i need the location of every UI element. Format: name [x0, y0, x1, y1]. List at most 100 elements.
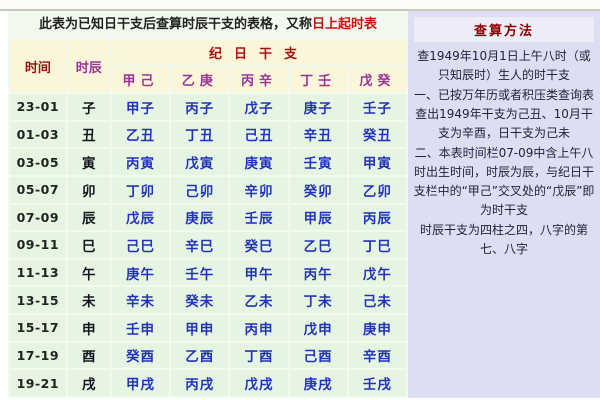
stem-branch-cell: 丙辰 — [348, 204, 406, 231]
header-stem-pair: 乙庚 — [171, 67, 229, 92]
stem-branch-cell: 庚午 — [111, 259, 170, 286]
stem-branch-cell: 庚子 — [289, 94, 347, 120]
stem-branch-cell: 丙子 — [171, 94, 229, 120]
time-cell: 03-05 — [10, 149, 66, 175]
stem-branch-cell: 壬戌 — [348, 370, 406, 396]
table-row: 05-07 卯 丁卯 己卯 辛卯 癸卯 乙卯 — [10, 176, 406, 203]
table-row: 13-15 未 辛未 癸未 乙未 丁未 己未 — [10, 287, 406, 313]
time-cell: 13-15 — [10, 287, 66, 313]
stem-branch-cell: 丙午 — [289, 259, 347, 286]
branch-cell: 巳 — [67, 232, 110, 258]
stem-branch-cell: 甲申 — [171, 315, 229, 341]
stem-branch-cell: 丁未 — [289, 287, 347, 313]
top-page-strip — [0, 0, 600, 11]
branch-cell: 戌 — [67, 370, 110, 396]
header-time: 时间 — [10, 40, 66, 92]
stem-branch-cell: 己未 — [348, 287, 406, 313]
stem-branch-cell: 甲戌 — [111, 370, 170, 396]
stem-branch-cell: 辛未 — [111, 287, 170, 313]
time-cell: 05-07 — [10, 176, 66, 203]
branch-cell: 午 — [67, 259, 110, 286]
stem-branch-cell: 辛卯 — [230, 176, 288, 203]
method-paragraph: 时辰干支为四柱之四，八字的第七、八字 — [419, 223, 588, 256]
stem-branch-cell: 甲寅 — [348, 149, 406, 175]
stem-branch-cell: 己巳 — [111, 232, 170, 258]
table-row: 07-09 辰 戊辰 庚辰 壬辰 甲辰 丙辰 — [10, 204, 406, 231]
branch-cell: 申 — [67, 315, 110, 341]
table-caption-highlight: 日上起时表 — [312, 17, 378, 32]
header-stem-pair: 丙辛 — [230, 67, 288, 92]
stem-branch-cell: 癸丑 — [348, 121, 406, 148]
branch-cell: 子 — [67, 94, 110, 120]
branch-cell: 丑 — [67, 121, 110, 148]
time-cell: 01-03 — [10, 121, 66, 148]
stem-branch-cell: 癸未 — [171, 287, 229, 313]
stem-branch-cell: 癸酉 — [111, 342, 170, 369]
stem-branch-cell: 壬申 — [111, 315, 170, 341]
time-cell: 11-13 — [10, 259, 66, 286]
stem-branch-cell: 戊子 — [230, 94, 288, 120]
stem-branch-cell: 乙酉 — [171, 342, 229, 369]
method-paragraph: 一、已按万年历或者积压类查询表查出1949年干支为己丑、10月干支为辛酉，日干支… — [413, 88, 594, 140]
time-cell: 17-19 — [10, 342, 66, 369]
method-panel: 查算方法 查1949年10月1日上午八时（或只知辰时）生人的时干支 一、已按万年… — [408, 11, 600, 398]
time-cell: 19-21 — [10, 370, 66, 396]
stem-branch-cell: 戊午 — [348, 259, 406, 286]
stem-branch-cell: 乙卯 — [348, 176, 406, 203]
time-cell: 09-11 — [10, 232, 66, 258]
header-day-stem-group: 纪日干支 — [111, 40, 406, 65]
table-caption: 此表为已知日干支后查算时辰干支的表格，又称日上起时表 — [8, 11, 408, 38]
branch-cell: 寅 — [67, 149, 110, 175]
stem-branch-cell: 丁巳 — [348, 232, 406, 258]
stem-branch-cell: 庚辰 — [171, 204, 229, 231]
stem-branch-cell: 甲辰 — [289, 204, 347, 231]
table-row: 23-01 子 甲子 丙子 戊子 庚子 壬子 — [10, 94, 406, 120]
time-cell: 07-09 — [10, 204, 66, 231]
method-paragraph: 二、本表时间栏07-09中含上午八时出生时间，时辰为辰，与纪日干支栏中的“甲己”… — [413, 146, 595, 217]
table-row: 11-13 午 庚午 壬午 甲午 丙午 戊午 — [10, 259, 406, 286]
table-header: 时间 时辰 纪日干支 甲己 乙庚 丙辛 丁壬 戊癸 — [10, 40, 406, 92]
stem-branch-cell: 戊戌 — [230, 370, 288, 396]
stem-branch-cell: 戊辰 — [111, 204, 170, 231]
header-branch: 时辰 — [67, 40, 110, 92]
main-content: 此表为已知日干支后查算时辰干支的表格，又称日上起时表 时间 时辰 纪日干支 甲己… — [0, 11, 600, 398]
table-row: 15-17 申 壬申 甲申 丙申 戊申 庚申 — [10, 315, 406, 341]
stem-branch-cell: 丁卯 — [111, 176, 170, 203]
stem-branch-cell: 乙巳 — [289, 232, 347, 258]
stem-branch-cell: 己丑 — [230, 121, 288, 148]
table-row: 03-05 寅 丙寅 戊寅 庚寅 壬寅 甲寅 — [10, 149, 406, 175]
header-stem-pair: 戊癸 — [348, 67, 406, 92]
table-body: 23-01 子 甲子 丙子 戊子 庚子 壬子 01-03 丑 乙丑 丁丑 己丑 … — [10, 94, 406, 396]
stem-branch-cell: 乙未 — [230, 287, 288, 313]
stem-branch-cell: 戊寅 — [171, 149, 229, 175]
hour-pillar-lookup-table: 时间 时辰 纪日干支 甲己 乙庚 丙辛 丁壬 戊癸 23-01 子 甲子 丙子 — [8, 38, 408, 398]
table-row: 19-21 戌 甲戌 丙戌 戊戌 庚戌 壬戌 — [10, 370, 406, 396]
time-cell: 15-17 — [10, 315, 66, 341]
stem-branch-cell: 壬辰 — [230, 204, 288, 231]
stem-branch-cell: 庚寅 — [230, 149, 288, 175]
header-stem-pair: 甲己 — [111, 67, 170, 92]
stem-branch-cell: 甲午 — [230, 259, 288, 286]
stem-branch-cell: 丁丑 — [171, 121, 229, 148]
stem-branch-cell: 丙寅 — [111, 149, 170, 175]
stem-branch-cell: 甲子 — [111, 94, 170, 120]
stem-branch-cell: 癸卯 — [289, 176, 347, 203]
stem-branch-cell: 壬子 — [348, 94, 406, 120]
stem-branch-cell: 壬午 — [171, 259, 229, 286]
branch-cell: 辰 — [67, 204, 110, 231]
method-paragraph: 查1949年10月1日上午八时（或只知辰时）生人的时干支 — [417, 49, 591, 82]
time-cell: 23-01 — [10, 94, 66, 120]
table-row: 01-03 丑 乙丑 丁丑 己丑 辛丑 癸丑 — [10, 121, 406, 148]
stem-branch-cell: 己酉 — [289, 342, 347, 369]
stem-branch-cell: 己卯 — [171, 176, 229, 203]
stem-branch-cell: 庚申 — [348, 315, 406, 341]
table-caption-text: 此表为已知日干支后查算时辰干支的表格，又称 — [38, 17, 312, 32]
stem-branch-cell: 庚戌 — [289, 370, 347, 396]
branch-cell: 未 — [67, 287, 110, 313]
stem-branch-cell: 丁酉 — [230, 342, 288, 369]
method-panel-body: 查1949年10月1日上午八时（或只知辰时）生人的时干支 一、已按万年历或者积压… — [412, 47, 596, 259]
method-panel-title: 查算方法 — [414, 17, 594, 42]
branch-cell: 酉 — [67, 342, 110, 369]
stem-branch-cell: 辛巳 — [171, 232, 229, 258]
header-stem-pair: 丁壬 — [289, 67, 347, 92]
